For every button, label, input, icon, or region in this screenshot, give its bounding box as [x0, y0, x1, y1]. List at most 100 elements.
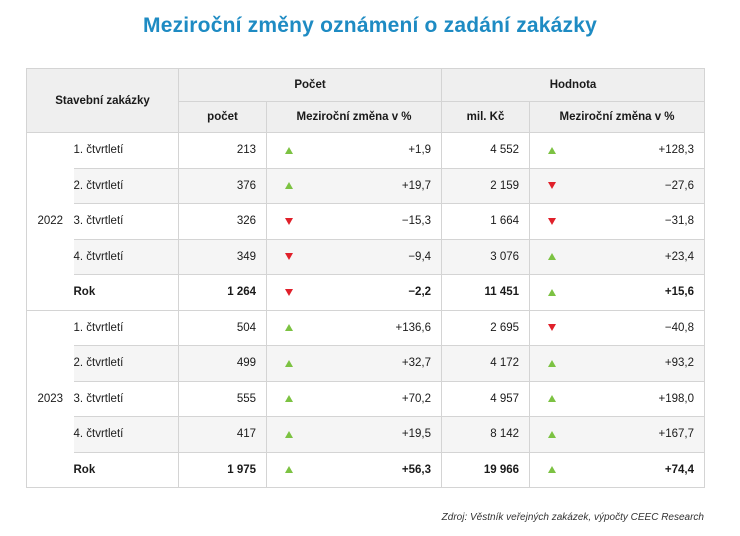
arrow-up-icon [548, 146, 557, 154]
value-change-cell: −31,8 [574, 203, 706, 240]
table-row: 2. čtvrtletí 376 +19,7 2 159 −27,6 [27, 167, 706, 204]
arrow-up-icon [285, 324, 294, 332]
value-trend-cell [529, 345, 575, 382]
arrow-up-icon [285, 146, 294, 154]
statistics-table: Stavební zakázky Počet Hodnota počet Mez… [25, 68, 706, 488]
count-change-cell: +19,7 [311, 167, 443, 204]
table-row: 3. čtvrtletí 555 +70,2 4 957 +198,0 [27, 380, 706, 417]
value-change-cell: +15,6 [574, 274, 706, 311]
count-cell: 213 [178, 132, 268, 169]
year-cell: 2023 [26, 309, 74, 488]
value-trend-cell [529, 451, 575, 488]
value-change-cell: +167,7 [574, 416, 706, 453]
count-trend-cell [266, 238, 312, 275]
group-header-value: Hodnota [441, 68, 706, 102]
value-cell: 2 159 [441, 167, 531, 204]
arrow-down-icon [285, 288, 294, 296]
arrow-up-icon [548, 395, 557, 403]
arrow-up-icon [548, 430, 557, 438]
value-change-cell: +23,4 [574, 238, 706, 275]
count-change-cell: +70,2 [311, 380, 443, 417]
total-row: Rok 1 975 +56,3 19 966 +74,4 [27, 451, 706, 488]
period-label: 2. čtvrtletí [73, 345, 180, 382]
value-trend-cell [529, 416, 575, 453]
arrow-down-icon [548, 217, 557, 225]
count-change-cell: +56,3 [311, 451, 443, 488]
value-change-cell: +128,3 [574, 132, 706, 169]
count-change-cell: +1,9 [311, 132, 443, 169]
table-row: 3. čtvrtletí 326 −15,3 1 664 −31,8 [27, 203, 706, 240]
table-row: 2023 1. čtvrtletí 504 +136,6 2 695 −40,8 [26, 309, 706, 488]
count-change-cell: +32,7 [311, 345, 443, 382]
value-change-cell: −40,8 [574, 309, 706, 346]
value-change-cell: +93,2 [574, 345, 706, 382]
count-trend-cell [266, 274, 312, 311]
arrow-up-icon [285, 182, 294, 190]
value-change-cell: −27,6 [574, 167, 706, 204]
value-trend-cell [529, 238, 575, 275]
period-label: 2. čtvrtletí [73, 167, 180, 204]
count-trend-cell [266, 416, 312, 453]
count-trend-cell [266, 203, 312, 240]
period-label: 1. čtvrtletí [73, 132, 180, 169]
count-cell: 417 [178, 416, 268, 453]
count-trend-cell [266, 380, 312, 417]
value-cell: 19 966 [441, 451, 531, 488]
group-header-count: Počet [178, 68, 443, 102]
source-note: Zdroj: Věstník veřejných zakázek, výpočt… [441, 512, 704, 523]
count-cell: 499 [178, 345, 268, 382]
column-header-count: počet [178, 101, 268, 133]
value-cell: 3 076 [441, 238, 531, 275]
value-trend-cell [529, 274, 575, 311]
count-cell: 504 [178, 309, 268, 346]
arrow-up-icon [548, 253, 557, 261]
count-cell: 1 264 [178, 274, 268, 311]
count-cell: 555 [178, 380, 268, 417]
arrow-up-icon [285, 466, 294, 474]
table-row: 2. čtvrtletí 499 +32,7 4 172 +93,2 [27, 345, 706, 382]
period-label: Rok [73, 451, 180, 488]
arrow-down-icon [285, 253, 294, 261]
count-cell: 349 [178, 238, 268, 275]
arrow-down-icon [548, 324, 557, 332]
arrow-down-icon [548, 182, 557, 190]
arrow-down-icon [285, 217, 294, 225]
value-cell: 1 664 [441, 203, 531, 240]
period-label: 1. čtvrtletí [73, 309, 180, 346]
period-label: 4. čtvrtletí [73, 416, 180, 453]
value-change-cell: +74,4 [574, 451, 706, 488]
arrow-up-icon [285, 395, 294, 403]
value-trend-cell [529, 132, 575, 169]
value-cell: 4 957 [441, 380, 531, 417]
total-row: Rok 1 264 −2,2 11 451 +15,6 [27, 274, 706, 311]
value-change-cell: +198,0 [574, 380, 706, 417]
value-cell: 4 172 [441, 345, 531, 382]
column-header-value: mil. Kč [441, 101, 531, 133]
count-trend-cell [266, 451, 312, 488]
table-body: 2022 1. čtvrtletí 213 +1,9 4 552 +128,3 2. čtv… [26, 132, 706, 488]
value-trend-cell [529, 380, 575, 417]
period-label: 3. čtvrtletí [73, 203, 180, 240]
year-cell: 2022 [26, 132, 74, 311]
period-label: Rok [73, 274, 180, 311]
arrow-up-icon [548, 359, 557, 367]
value-cell: 8 142 [441, 416, 531, 453]
count-change-cell: +19,5 [311, 416, 443, 453]
arrow-up-icon [548, 288, 557, 296]
row-header-label: Stavební zakázky [25, 68, 180, 133]
value-trend-cell [529, 309, 575, 346]
period-label: 3. čtvrtletí [73, 380, 180, 417]
count-trend-cell [266, 309, 312, 346]
value-trend-cell [529, 167, 575, 204]
arrow-up-icon [285, 430, 294, 438]
count-change-cell: −2,2 [311, 274, 443, 311]
count-cell: 1 975 [178, 451, 268, 488]
arrow-up-icon [548, 466, 557, 474]
table-row: 2022 1. čtvrtletí 213 +1,9 4 552 +128,3 [26, 132, 706, 311]
count-change-cell: −15,3 [311, 203, 443, 240]
count-trend-cell [266, 132, 312, 169]
count-cell: 326 [178, 203, 268, 240]
count-change-cell: +136,6 [311, 309, 443, 346]
table-row: 4. čtvrtletí 417 +19,5 8 142 +167,7 [27, 416, 706, 453]
table-row: 4. čtvrtletí 349 −9,4 3 076 +23,4 [27, 238, 706, 275]
